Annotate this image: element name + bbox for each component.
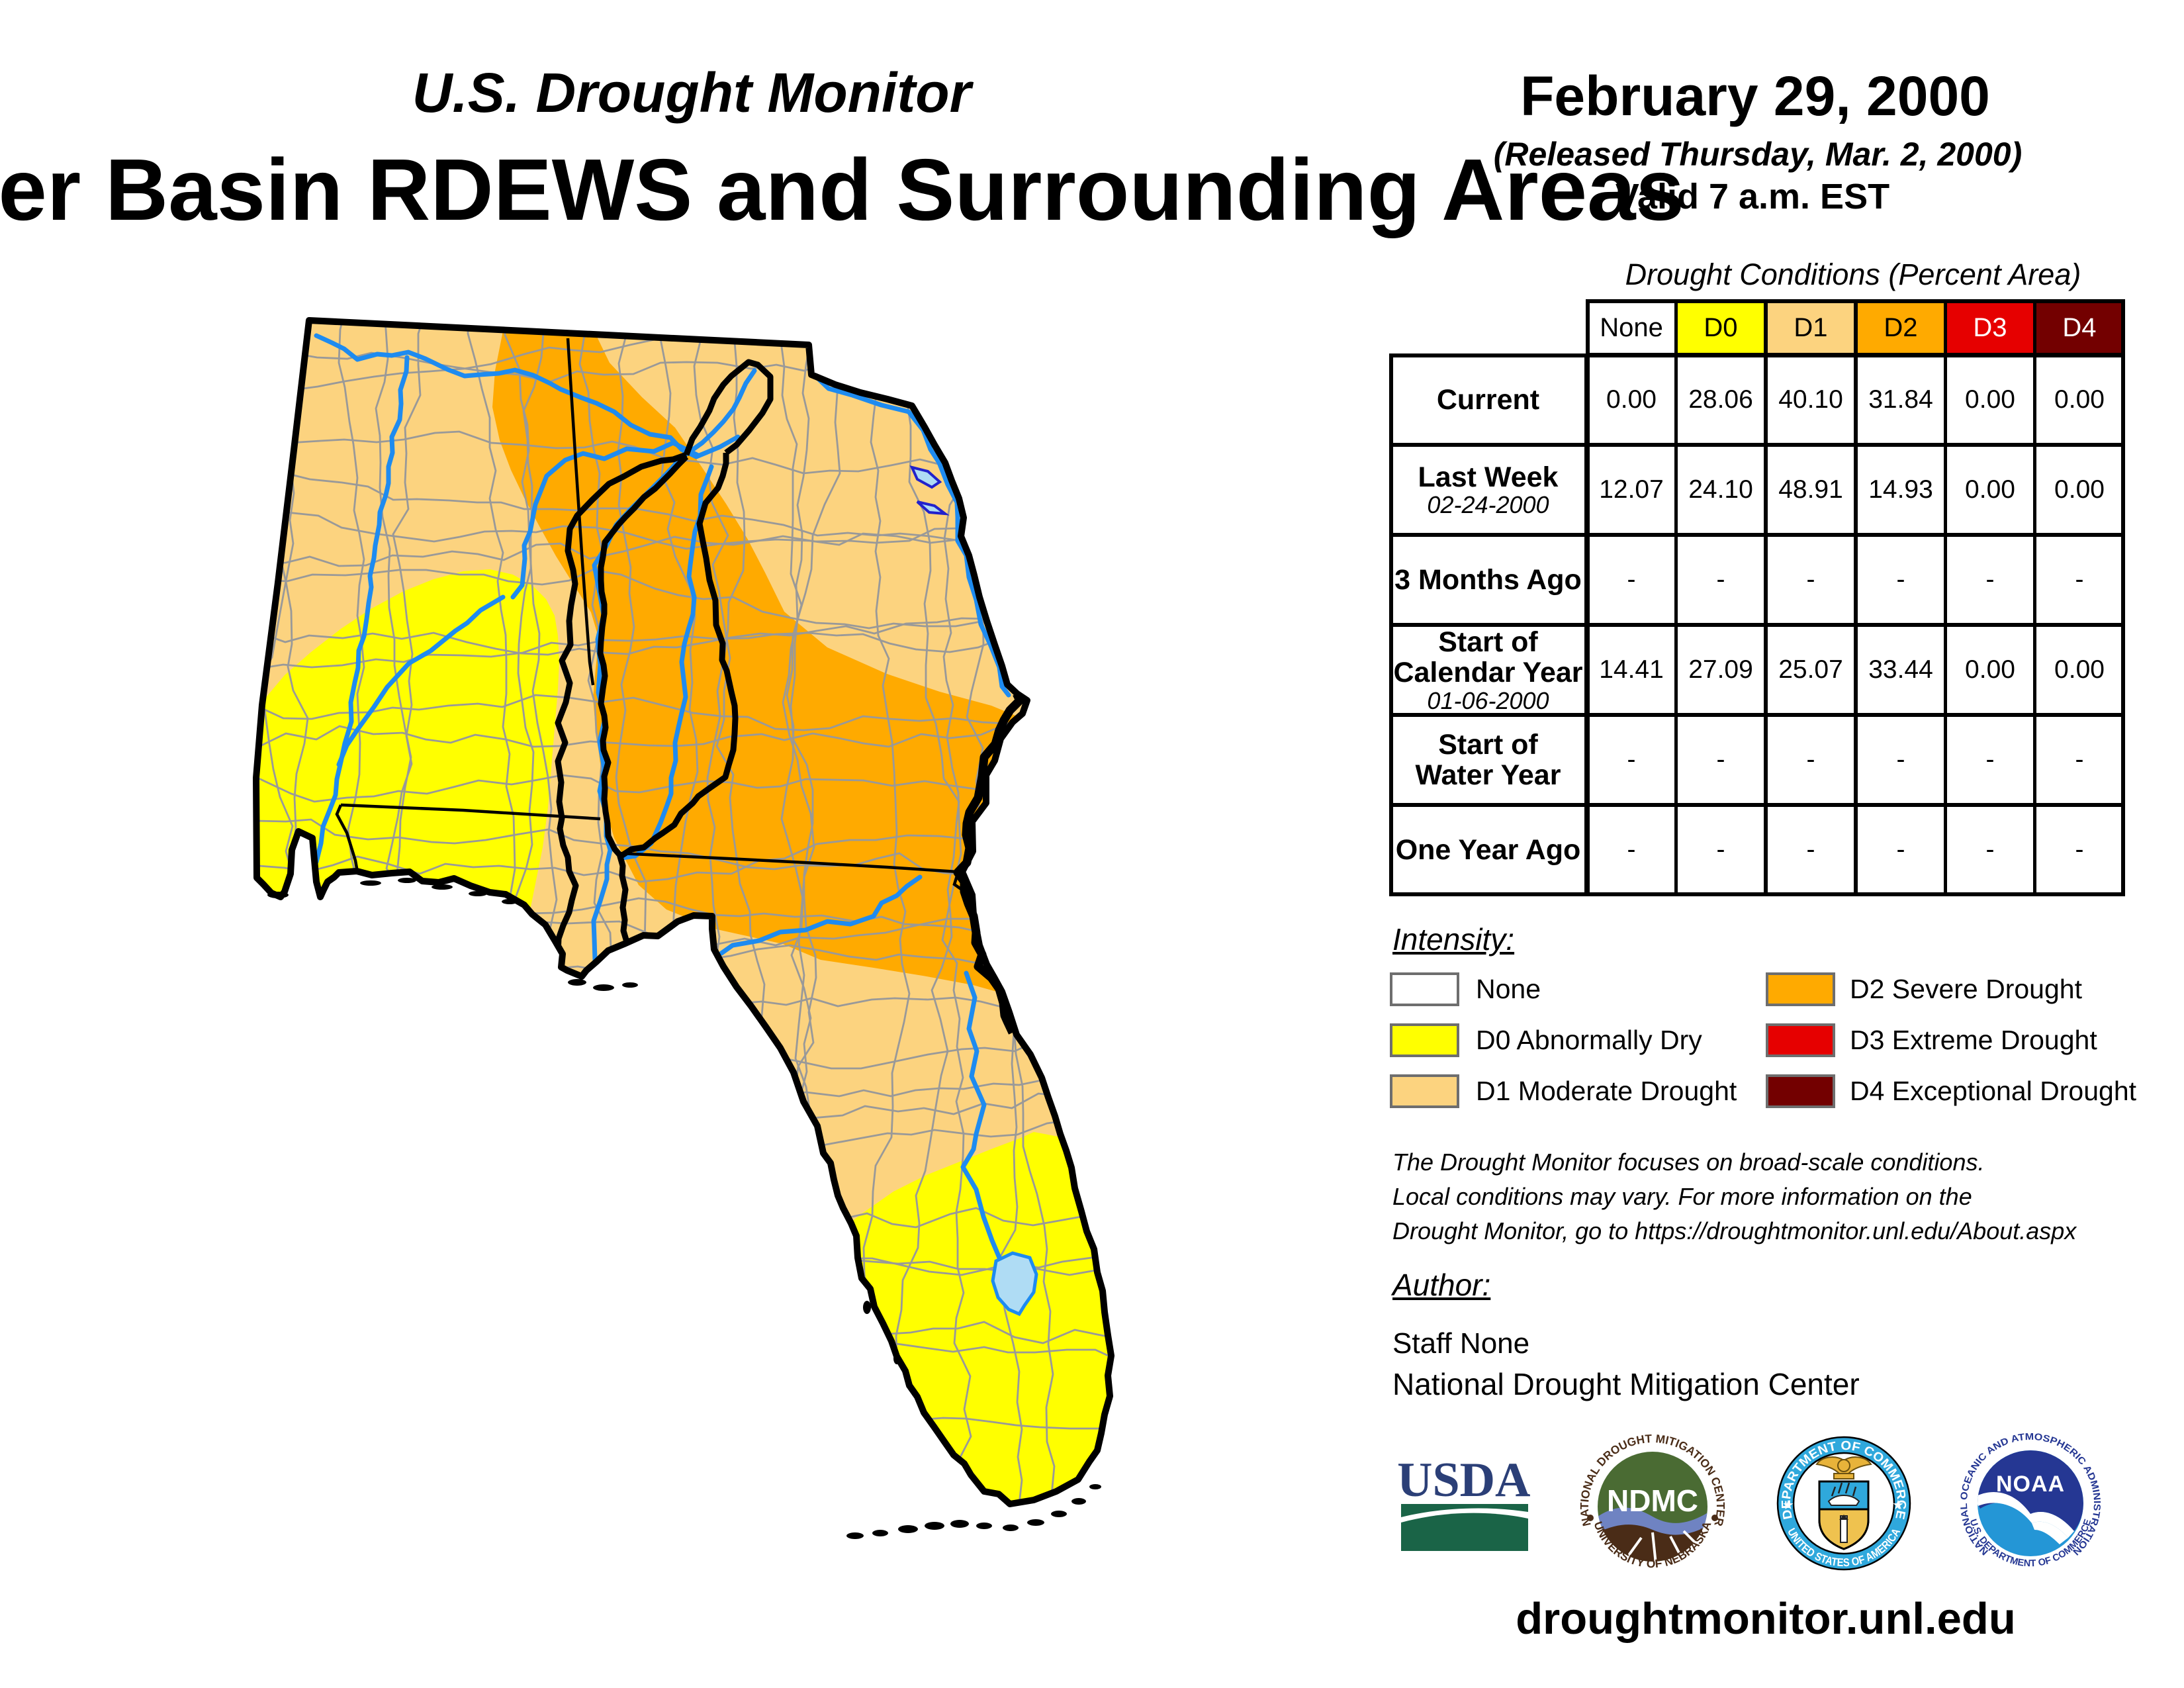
svg-text:USDA: USDA (1398, 1455, 1530, 1507)
svg-text:NDMC: NDMC (1607, 1483, 1698, 1518)
svg-text:NOAA: NOAA (1996, 1472, 2065, 1497)
svg-text:★: ★ (1892, 1498, 1904, 1513)
svg-text:★: ★ (1782, 1498, 1794, 1513)
